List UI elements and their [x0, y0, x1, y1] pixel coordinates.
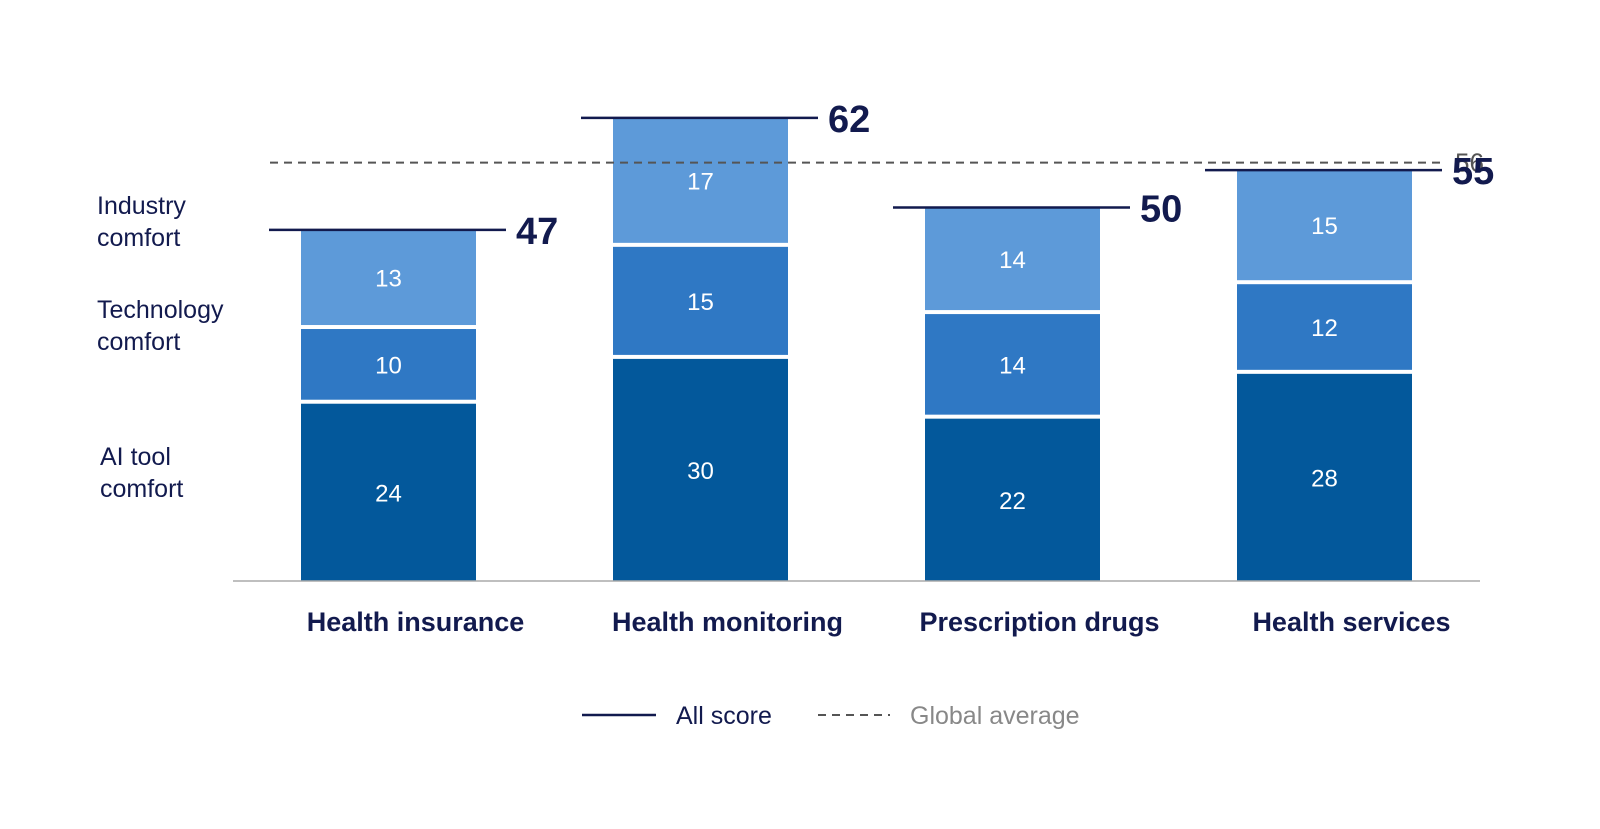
series-label-line: AI tool [100, 443, 171, 471]
series-label-line: comfort [97, 224, 180, 252]
all-score-value: 62 [828, 99, 870, 141]
segment-value-label: 13 [375, 265, 402, 292]
all-score-value: 50 [1140, 189, 1182, 231]
bars-layer: 24 10 13 30 15 17 22 14 14 28 12 15 [301, 117, 1412, 581]
bar-segment-technology-comfort [301, 329, 476, 400]
global-average-layer: 56 [270, 148, 1484, 178]
series-label-industry-comfort: Industry comfort [97, 192, 186, 252]
series-side-labels: AI tool comfort Technology comfort Industry c… [97, 192, 224, 503]
category-label: Health services [1252, 607, 1450, 637]
bar-segment-ai-tool-comfort [613, 358, 788, 581]
all-score-value: 55 [1452, 151, 1494, 193]
bar-segment-technology-comfort [925, 314, 1100, 415]
category-label: Health insurance [307, 607, 525, 637]
category-labels: Health insurance Health monitoring Prescri… [307, 607, 1451, 637]
segment-value-label: 15 [687, 289, 714, 316]
bar-segment-ai-tool-comfort [301, 403, 476, 581]
bar-segment-ai-tool-comfort [925, 418, 1100, 581]
bar-segment-technology-comfort [1237, 284, 1412, 370]
bar-segment-industry-comfort [301, 229, 476, 326]
bar-segment-industry-comfort [1237, 170, 1412, 281]
all-score-value: 47 [516, 211, 558, 253]
category-label: Health monitoring [612, 607, 843, 637]
segment-value-label: 17 [687, 168, 714, 195]
segment-value-label: 14 [999, 247, 1026, 274]
series-label-line: comfort [97, 328, 180, 356]
segment-value-label: 30 [687, 458, 714, 485]
bar-segment-industry-comfort [925, 207, 1100, 311]
segment-value-label: 14 [999, 352, 1026, 379]
bar-segment-technology-comfort [613, 246, 788, 355]
legend: All score Global average [582, 702, 1080, 730]
series-label-line: Technology [97, 296, 224, 324]
series-label-ai-tool-comfort: AI tool comfort [100, 443, 183, 503]
legend-global-average-label: Global average [910, 702, 1080, 730]
segment-value-label: 15 [1311, 213, 1338, 240]
global-average-value: 56 [1455, 148, 1484, 178]
bar-segment-ai-tool-comfort [1237, 373, 1412, 581]
segment-value-label: 12 [1311, 315, 1338, 342]
totals-layer: 47 62 50 55 [269, 99, 1494, 253]
segment-value-label: 10 [375, 352, 402, 379]
bar-segment-industry-comfort [613, 117, 788, 243]
series-label-line: comfort [100, 475, 183, 503]
legend-all-score-label: All score [676, 702, 772, 730]
segment-value-label: 24 [375, 480, 402, 507]
category-label: Prescription drugs [919, 607, 1159, 637]
series-label-line: Industry [97, 192, 186, 220]
series-label-technology-comfort: Technology comfort [97, 296, 224, 356]
segment-value-label: 22 [999, 488, 1026, 515]
segment-value-label: 28 [1311, 465, 1338, 492]
